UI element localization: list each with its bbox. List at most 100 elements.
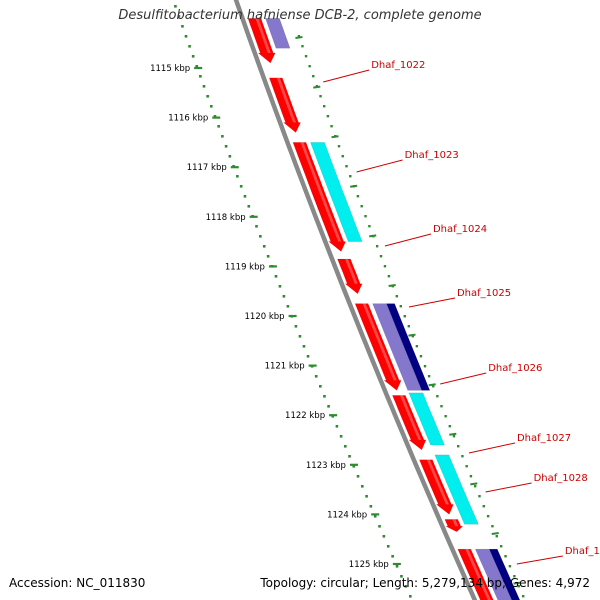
ruler-dot bbox=[323, 395, 326, 398]
ruler-dot bbox=[181, 25, 184, 28]
feature-cds[interactable] bbox=[247, 18, 276, 64]
ruler-dot bbox=[360, 485, 364, 488]
outer-ruler-dot bbox=[379, 255, 383, 258]
ruler-dot bbox=[199, 75, 202, 78]
ruler-dot bbox=[339, 435, 343, 438]
outer-ruler-dot bbox=[387, 275, 391, 278]
outer-ruler-tick bbox=[331, 135, 339, 139]
feature-highlight bbox=[300, 142, 342, 242]
outer-ruler-dot bbox=[508, 565, 512, 568]
outer-ruler-dot bbox=[349, 175, 352, 178]
outer-ruler-dot bbox=[395, 295, 399, 298]
feature-highlight bbox=[362, 303, 397, 381]
gene-label[interactable]: Dhaf_1026 bbox=[488, 363, 542, 374]
ruler-dot bbox=[174, 5, 177, 8]
feature-cyan[interactable] bbox=[408, 392, 445, 446]
outer-ruler-dot bbox=[452, 435, 456, 438]
feature-highlight bbox=[255, 18, 271, 53]
outer-ruler-dot bbox=[436, 395, 439, 398]
gene-leader-line bbox=[384, 233, 432, 247]
outer-ruler-dot bbox=[364, 215, 367, 218]
gene-label-group: Dhaf_1022 Dhaf_1023 Dhaf_1024 Dhaf_1025 Dhaf… bbox=[323, 60, 600, 565]
feature-cds[interactable] bbox=[457, 548, 497, 600]
gene-label[interactable]: Dhaf_1024 bbox=[433, 224, 487, 235]
ruler-tick-label: 1122 kbp bbox=[285, 411, 325, 421]
outer-ruler-dot bbox=[513, 575, 516, 578]
feature-highlight bbox=[276, 77, 297, 123]
feature-navy[interactable] bbox=[488, 548, 526, 600]
ruler-dot bbox=[191, 55, 195, 58]
gene-label[interactable]: Dhaf_1025 bbox=[457, 288, 511, 299]
outer-ruler-dot bbox=[457, 445, 460, 448]
outer-ruler-dot bbox=[504, 555, 507, 558]
feature-cyan[interactable] bbox=[434, 454, 479, 525]
outer-ruler-dot bbox=[322, 105, 326, 108]
backbone-group bbox=[233, 0, 478, 600]
feature-highlight bbox=[452, 519, 459, 527]
ruler-dot bbox=[319, 385, 322, 388]
outer-ruler-dot bbox=[360, 205, 363, 208]
gene-label[interactable]: Dhaf_1027 bbox=[517, 433, 571, 444]
ruler-dot bbox=[395, 565, 399, 568]
feature-cds[interactable] bbox=[292, 142, 347, 252]
outer-ruler-dot bbox=[419, 355, 423, 358]
outer-ruler-dot bbox=[411, 335, 415, 338]
ruler-dot bbox=[206, 95, 209, 98]
outer-ruler-dot bbox=[432, 385, 435, 388]
outer-ruler-tick bbox=[428, 383, 436, 387]
ruler-tick-label: 1120 kbp bbox=[245, 312, 285, 322]
ruler-dot bbox=[373, 515, 377, 518]
ruler-dot bbox=[184, 35, 188, 38]
ruler-dot bbox=[195, 65, 199, 68]
ruler-dot bbox=[239, 185, 243, 188]
outer-ruler-dot bbox=[522, 595, 525, 598]
outer-ruler-dot bbox=[491, 525, 494, 528]
gene-leader-line bbox=[356, 159, 403, 173]
outer-ruler-dot bbox=[415, 345, 419, 348]
feature-cds[interactable] bbox=[444, 519, 464, 533]
gene-leader-line bbox=[485, 482, 532, 493]
feature-cds[interactable] bbox=[337, 258, 363, 295]
feature-highlight bbox=[345, 259, 358, 284]
outer-ruler-tick bbox=[513, 581, 521, 585]
feature-cds[interactable] bbox=[354, 303, 402, 391]
outer-ruler-dot bbox=[341, 155, 344, 158]
ruler-dot bbox=[236, 175, 239, 178]
outer-ruler-tick bbox=[295, 36, 303, 39]
feature-highlight bbox=[426, 459, 449, 505]
ruler-dot bbox=[335, 425, 339, 428]
outer-ruler-dot bbox=[448, 425, 452, 428]
outer-ruler-tick bbox=[470, 482, 478, 486]
outer-ruler-dot bbox=[461, 455, 464, 458]
gene-leader-line bbox=[468, 442, 516, 454]
ruler-dot bbox=[400, 575, 403, 578]
feature-lavender[interactable] bbox=[265, 18, 291, 49]
gene-label[interactable]: Dhaf_1023 bbox=[405, 150, 459, 161]
gene-label[interactable]: Dhaf_1029 bbox=[565, 546, 600, 557]
kbp-ruler: 1115 kbp 1116 kbp 1117 kbp 1118 kbp 1119 kbp… bbox=[150, 5, 412, 598]
ruler-tick-label: 1125 kbp bbox=[349, 560, 389, 570]
outer-ruler-dot bbox=[517, 585, 520, 588]
ruler-dot bbox=[224, 145, 228, 148]
ruler-dot bbox=[247, 205, 251, 208]
outer-ruler-dot bbox=[326, 115, 330, 118]
outer-ruler-dot bbox=[478, 495, 481, 498]
feature-navy[interactable] bbox=[386, 303, 431, 391]
feature-cds[interactable] bbox=[392, 395, 427, 451]
ruler-tick-label: 1124 kbp bbox=[327, 510, 367, 520]
gene-label[interactable]: Dhaf_1022 bbox=[371, 60, 425, 71]
gene-label[interactable]: Dhaf_1028 bbox=[534, 473, 588, 484]
outer-ruler-dot bbox=[330, 125, 333, 128]
ruler-dot bbox=[262, 245, 266, 248]
feature-cds[interactable] bbox=[419, 459, 454, 515]
feature-cyan[interactable] bbox=[310, 142, 363, 242]
ruler-dot bbox=[391, 555, 394, 558]
ruler-dot bbox=[177, 15, 181, 18]
ruler-dot bbox=[302, 345, 306, 348]
ruler-dot bbox=[365, 495, 368, 498]
outer-ruler-tick bbox=[313, 85, 321, 89]
ruler-dot bbox=[213, 115, 217, 118]
feature-cds[interactable] bbox=[268, 77, 301, 133]
outer-ruler-dot bbox=[427, 375, 431, 378]
